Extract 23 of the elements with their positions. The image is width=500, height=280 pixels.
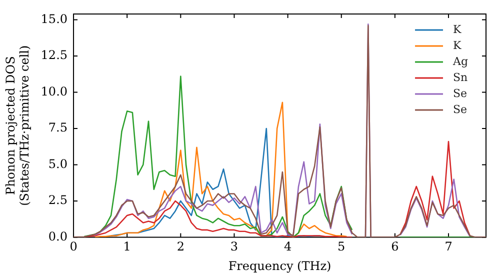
y-tick-label: 12.5 bbox=[40, 48, 68, 62]
y-tick-label: 2.5 bbox=[48, 193, 68, 208]
x-tick-label: 2 bbox=[176, 240, 184, 254]
y-tick-label: 15.0 bbox=[40, 12, 68, 26]
legend-label: Se bbox=[453, 102, 468, 116]
legend-label: Sn bbox=[453, 70, 468, 84]
x-tick-label: 0 bbox=[70, 240, 78, 254]
x-tick-label: 4 bbox=[284, 240, 292, 254]
x-tick-label: 7 bbox=[444, 240, 452, 254]
x-tick-label: 6 bbox=[391, 240, 399, 254]
y-tick-label: 7.5 bbox=[48, 120, 68, 135]
y-tick-label: 5.0 bbox=[48, 156, 68, 171]
legend-label: Ag bbox=[452, 54, 468, 68]
legend-label: K bbox=[453, 38, 462, 52]
x-tick-label: 1 bbox=[123, 240, 131, 254]
legend-label: K bbox=[453, 22, 462, 36]
legend-label: Se bbox=[453, 86, 468, 100]
y-tick-label: 0.0 bbox=[48, 229, 68, 244]
x-tick-label: 5 bbox=[338, 240, 346, 254]
x-tick-label: 3 bbox=[230, 240, 238, 254]
y-axis-title: Phonon projected DOS (States/THz·primitive cell) bbox=[3, 45, 32, 206]
x-axis-title: Frequency (THz) bbox=[228, 258, 332, 273]
y-tick-label: 10.0 bbox=[40, 84, 68, 98]
